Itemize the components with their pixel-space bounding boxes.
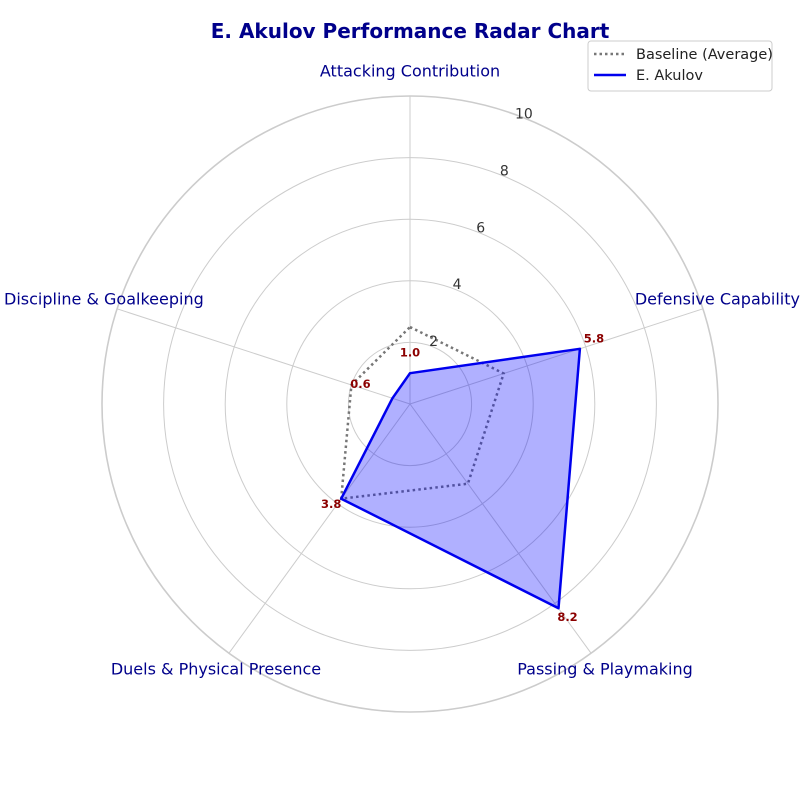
- legend-label-baseline: Baseline (Average): [636, 47, 773, 63]
- axis-label-defensive-capability: Defensive Capability: [635, 290, 800, 309]
- tick-label-4: 4: [453, 277, 462, 293]
- radial-tick-labels: 2 4 6 8 10: [429, 106, 533, 350]
- legend-label-akulov: E. Akulov: [636, 68, 703, 84]
- axis-labels: Attacking Contribution Defensive Capabili…: [4, 62, 800, 679]
- value-label-duels-and-physical-presence: 3.8: [321, 497, 341, 511]
- tick-label-8: 8: [500, 163, 509, 179]
- value-label-discipline-and-goalkeeping: 0.6: [350, 377, 370, 391]
- axis-label-discipline-and-goalkeeping: Discipline & Goalkeeping: [4, 290, 204, 309]
- series-e-akulov: [341, 349, 580, 609]
- chart-title: E. Akulov Performance Radar Chart: [211, 19, 610, 43]
- value-label-defensive-capability: 5.8: [584, 331, 604, 345]
- axis-label-passing-and-playmaking: Passing & Playmaking: [517, 660, 693, 679]
- legend: Baseline (Average) E. Akulov: [588, 41, 773, 91]
- axis-label-duels-and-physical-presence: Duels & Physical Presence: [111, 660, 321, 679]
- radar-series: [341, 327, 580, 608]
- value-label-passing-and-playmaking: 8.2: [557, 610, 577, 624]
- tick-label-10: 10: [515, 106, 533, 122]
- tick-label-6: 6: [476, 220, 485, 236]
- axis-label-attacking-contribution: Attacking Contribution: [320, 62, 500, 81]
- tick-label-2: 2: [429, 334, 438, 350]
- value-label-attacking-contribution: 1.0: [400, 346, 420, 360]
